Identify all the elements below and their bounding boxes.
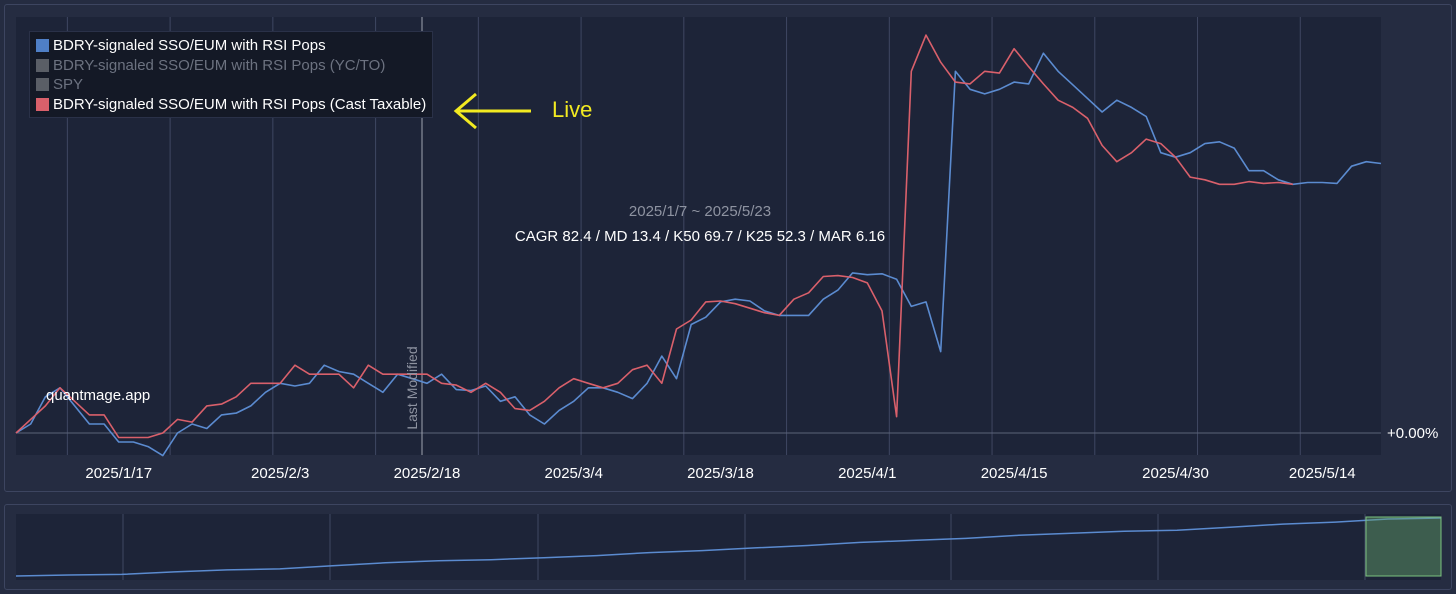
legend-swatch-gray [36,78,49,92]
legend-swatch-blue [36,39,49,53]
navigator-grid [122,514,1366,580]
chart-legend: BDRY-signaled SSO/EUM with RSI Pops BDRY… [29,31,434,118]
watermark: quantmage.app [46,387,151,404]
x-tick-label: 2025/4/15 [981,465,1048,482]
left-arrow-icon [453,92,531,130]
legend-item-spy[interactable]: SPY [36,75,426,95]
series-line-rsi-pops [15,52,1382,457]
legend-swatch-red [36,97,49,111]
last-modified-label: Last Modified [404,346,420,430]
x-tick-label: 2025/1/17 [85,465,152,482]
x-tick-label: 2025/5/14 [1289,465,1356,482]
x-axis-ticks: 2025/1/17 2025/2/3 2025/2/18 2025/3/4 2025/3… [85,465,1355,482]
legend-label: SPY [53,76,84,93]
x-tick-label: 2025/3/18 [687,465,754,482]
legend-item-cast-taxable[interactable]: BDRY-signaled SSO/EUM with RSI Pops (Cas… [36,95,426,115]
legend-label: BDRY-signaled SSO/EUM with RSI Pops [53,37,326,54]
series-line-cast-taxable [15,34,1293,439]
y-axis-zero-label: +0.00% [1387,425,1439,442]
x-tick-label: 2025/2/18 [394,465,461,482]
navigator-line [15,517,1442,577]
navigator-selection[interactable] [1365,516,1442,577]
legend-label: BDRY-signaled SSO/EUM with RSI Pops (YC/… [53,56,386,74]
performance-stats: CAGR 82.4 / MD 13.4 / K50 69.7 / K25 52.… [514,228,886,245]
legend-swatch-gray [36,58,49,72]
x-tick-label: 2025/2/3 [251,465,309,482]
legend-item-yc-to[interactable]: BDRY-signaled SSO/EUM with RSI Pops (YC/… [36,56,426,76]
live-annotation: Live [552,97,593,122]
legend-label: BDRY-signaled SSO/EUM with RSI Pops (Cas… [53,95,427,113]
date-range-subtitle: 2025/1/7 ~ 2025/5/23 [628,203,772,220]
x-tick-label: 2025/4/1 [838,465,896,482]
legend-item-rsi-pops[interactable]: BDRY-signaled SSO/EUM with RSI Pops [36,36,426,56]
series-lines [15,34,1382,457]
x-tick-label: 2025/3/4 [545,465,603,482]
x-tick-label: 2025/4/30 [1142,465,1209,482]
